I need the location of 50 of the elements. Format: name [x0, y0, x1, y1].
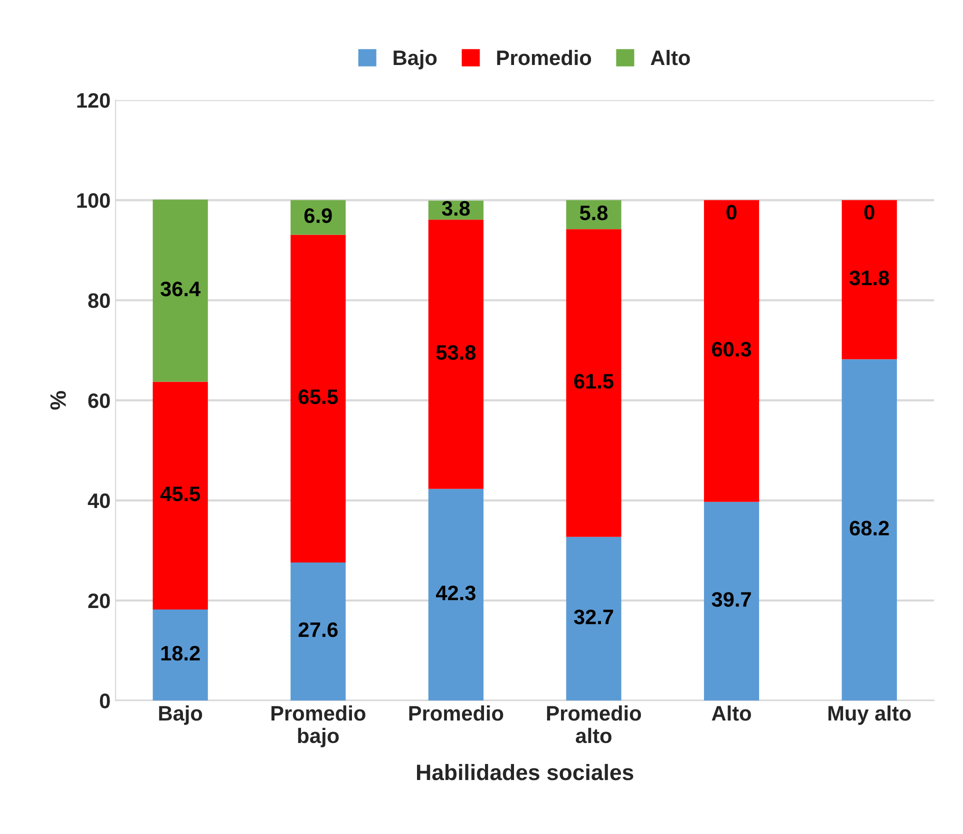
bar	[152, 609, 208, 701]
bar	[428, 220, 484, 489]
data-label: 39.7	[712, 592, 751, 607]
data-label: 31.8	[850, 270, 889, 286]
legend-label: Bajo	[394, 50, 437, 70]
x-axis-title: Habilidades sociales	[417, 764, 634, 780]
data-label: 65.5	[298, 389, 338, 404]
data-label: 60.3	[712, 342, 752, 357]
data-label: 0	[864, 204, 874, 220]
data-label: 53.8	[436, 345, 476, 360]
data-label: 32.7	[574, 610, 614, 624]
y-tick-label: 60	[88, 393, 110, 408]
bar	[152, 382, 208, 610]
x-tick-label: Bajo	[159, 705, 202, 725]
data-label: 6.9	[304, 208, 332, 224]
bar	[842, 200, 897, 360]
data-label: 27.6	[298, 622, 338, 638]
data-label: 68.2	[850, 520, 889, 536]
y-tick-label: 120	[77, 93, 110, 108]
y-tick-label: 80	[88, 293, 110, 308]
data-label: 3.8	[442, 201, 470, 216]
bar	[290, 200, 346, 235]
bar	[704, 200, 760, 502]
x-tick-label: Muy alto	[828, 705, 911, 725]
y-tick-label: 20	[88, 593, 110, 608]
legend-label: Alto	[650, 50, 690, 66]
data-label: 42.3	[436, 586, 476, 600]
bar	[566, 229, 622, 537]
x-tick-label: Promedio alto	[547, 705, 641, 744]
x-tick-label: Promedio	[409, 705, 504, 721]
data-label: 61.5	[574, 374, 614, 389]
y-axis-title: %	[50, 391, 66, 410]
bar	[290, 234, 346, 562]
data-label: 45.5	[160, 486, 200, 502]
x-tick-label: Alto	[712, 705, 751, 721]
data-label: 0	[726, 204, 736, 220]
bar	[152, 200, 208, 382]
data-label: 36.4	[160, 282, 200, 296]
y-tick-label: 40	[88, 493, 110, 508]
bar	[290, 562, 346, 701]
bar	[428, 488, 484, 701]
y-tick-label: 100	[77, 193, 110, 208]
bar	[704, 502, 760, 701]
data-label: 5.8	[580, 206, 608, 220]
legend-label: Promedio	[497, 50, 592, 66]
bar	[566, 536, 622, 701]
bar	[842, 359, 897, 701]
y-tick-label: 0	[100, 694, 110, 708]
x-tick-label: Promedio bajo	[271, 705, 366, 748]
data-label: 18.2	[161, 646, 200, 661]
